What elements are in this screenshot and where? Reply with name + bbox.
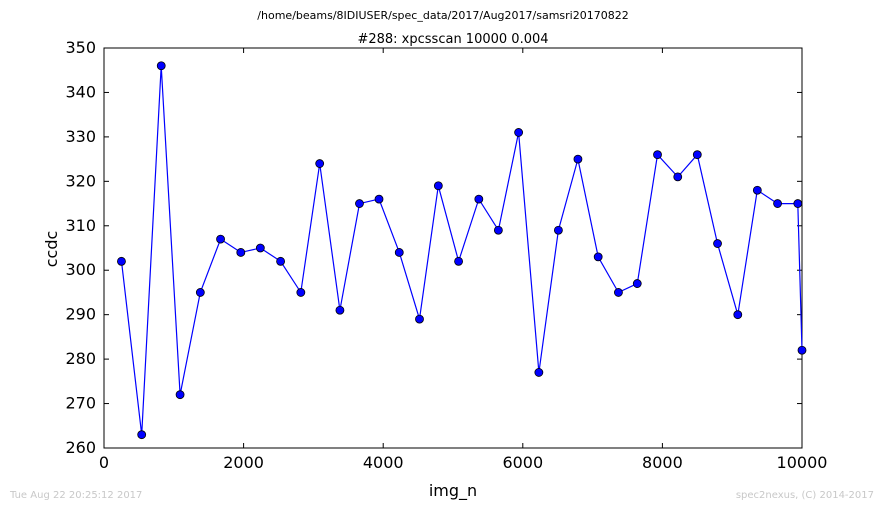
axis-ticks: 0 2000 4000 6000 8000 10000 260 270 280 290 300 310…	[65, 38, 827, 472]
y-axis-label: ccdc	[42, 231, 61, 268]
y-tick-label: 310	[65, 216, 96, 235]
plot-area	[103, 47, 803, 449]
figure-suptitle: /home/beams/8IDIUSER/spec_data/2017/Aug2…	[257, 9, 628, 22]
data-point	[593, 252, 603, 262]
data-point	[117, 256, 126, 266]
data-point	[752, 185, 762, 195]
data-point	[797, 345, 807, 355]
data-point	[175, 390, 185, 400]
y-tick-label: 270	[65, 394, 96, 413]
data-point	[692, 150, 702, 160]
x-tick-label: 0	[99, 453, 109, 472]
y-tick-label: 340	[65, 82, 96, 101]
data-point	[415, 314, 424, 324]
data-point	[673, 172, 683, 182]
data-point	[137, 430, 147, 440]
data-point	[433, 181, 443, 191]
data-point	[315, 159, 325, 168]
x-axis-label: img_n	[429, 481, 477, 501]
data-point	[236, 248, 246, 257]
data-point	[276, 256, 285, 266]
data-point	[733, 310, 743, 320]
data-point	[573, 154, 583, 164]
data-point	[474, 194, 484, 204]
footer-credit: spec2nexus, (C) 2014-2017	[735, 490, 874, 501]
data-point	[614, 288, 623, 297]
data-point	[335, 305, 345, 315]
data-point	[653, 150, 662, 160]
data-point	[394, 248, 404, 257]
data-point	[296, 288, 306, 297]
x-tick-label: 6000	[502, 453, 543, 472]
x-tick-label: 2000	[223, 453, 264, 472]
y-tick-label: 260	[65, 438, 96, 457]
footer-timestamp: Tue Aug 22 20:25:12 2017	[10, 490, 143, 501]
data-point	[156, 61, 166, 71]
data-point	[355, 199, 364, 208]
y-tick-label: 330	[65, 127, 96, 146]
y-tick-label: 300	[65, 260, 96, 279]
data-point	[454, 256, 463, 266]
data-point	[534, 368, 544, 377]
data-point	[553, 225, 563, 235]
y-tick-label: 290	[65, 305, 96, 324]
data-point	[632, 279, 642, 288]
x-tick-label: 10000	[777, 453, 828, 472]
data-point	[195, 288, 205, 297]
x-tick-label: 8000	[642, 453, 683, 472]
data-point	[713, 239, 722, 248]
data-point	[374, 194, 384, 204]
y-tick-label: 320	[65, 171, 96, 190]
chart-title: #288: xpcsscan 10000 0.004	[357, 32, 548, 47]
data-point	[793, 199, 803, 208]
data-point	[216, 234, 225, 244]
data-point	[773, 199, 782, 208]
y-tick-label: 350	[65, 38, 96, 57]
data-point	[493, 225, 503, 235]
data-point	[514, 128, 524, 137]
data-point	[255, 243, 265, 253]
data-series	[117, 61, 807, 440]
y-tick-label: 280	[65, 349, 96, 368]
x-tick-label: 4000	[363, 453, 404, 472]
